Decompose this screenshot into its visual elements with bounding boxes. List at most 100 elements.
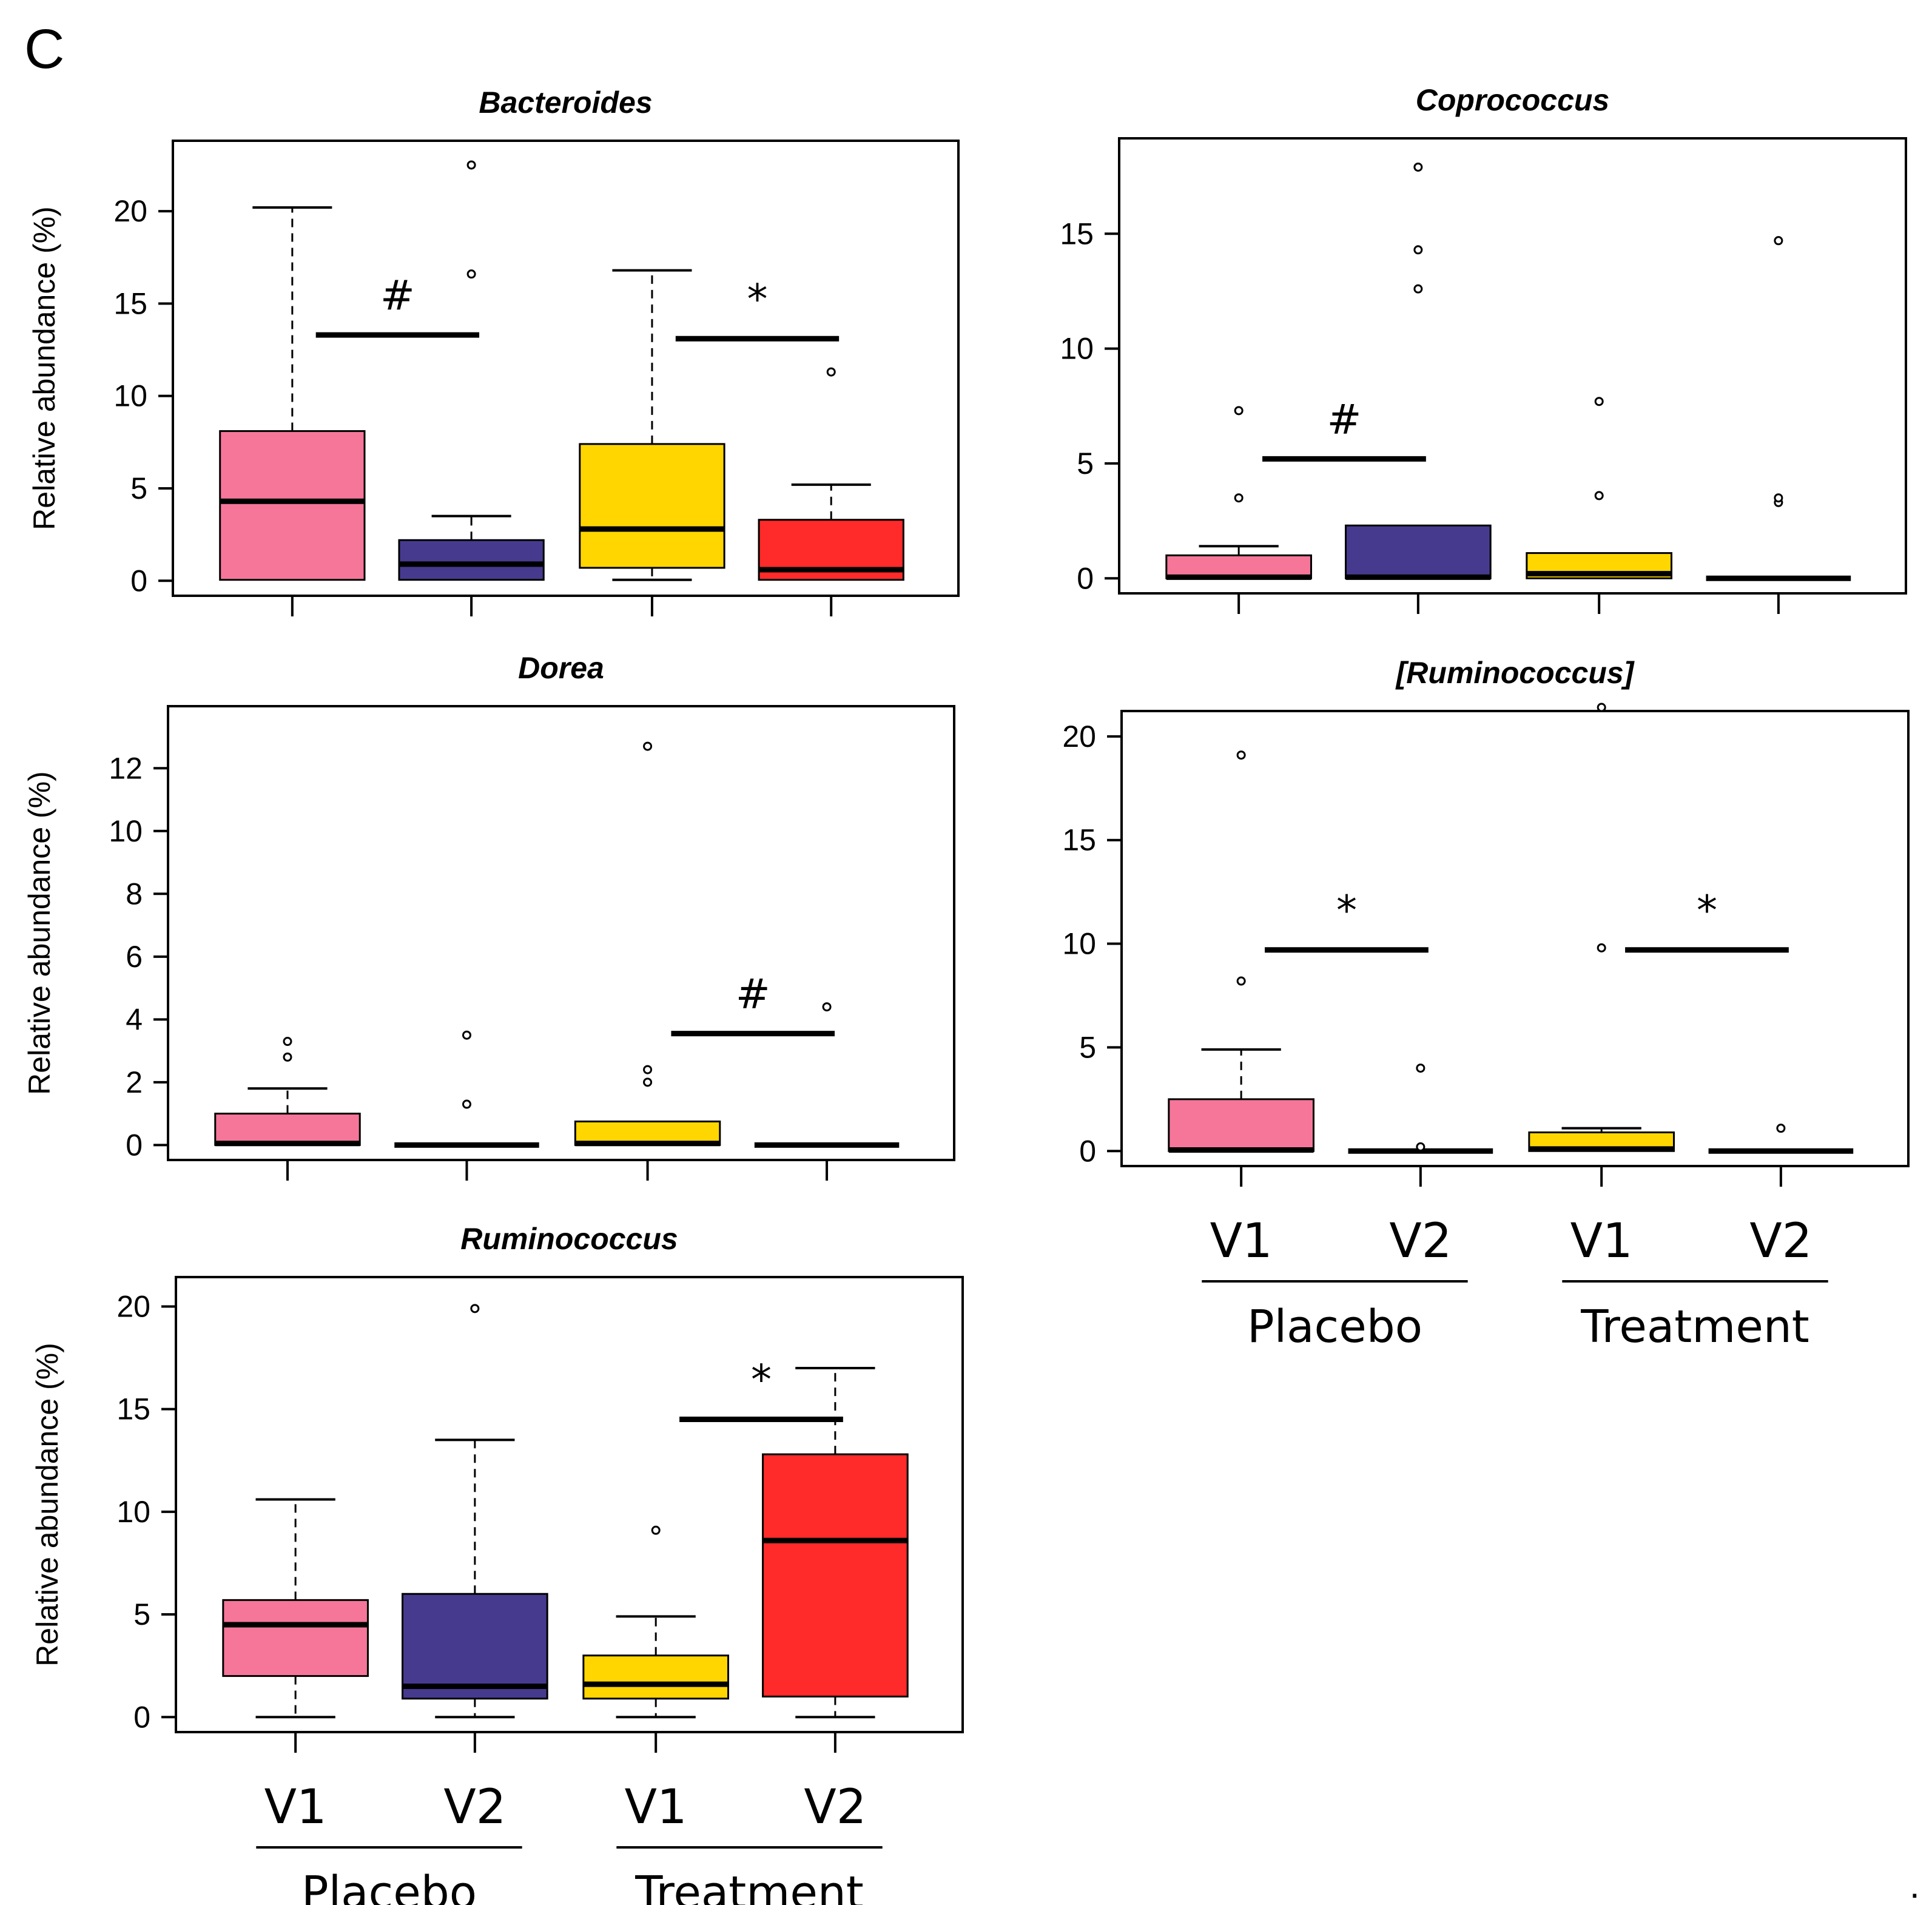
significance-symbol: #: [1327, 396, 1361, 443]
outlier-point: [822, 1002, 832, 1012]
outlier-point: [283, 1037, 292, 1047]
y-tick-label: 10: [1060, 332, 1094, 366]
y-tick-label: 5: [1079, 1030, 1096, 1064]
chart-title: [Ruminococcus]: [1395, 656, 1635, 690]
outlier-point: [1594, 491, 1604, 501]
outlier-point: [1416, 1064, 1425, 1073]
outlier-point: [1597, 703, 1606, 712]
box-body: [579, 443, 725, 569]
outlier-point: [643, 1077, 653, 1087]
outlier-point: [470, 1304, 480, 1313]
group-label: Treatment: [634, 1867, 864, 1905]
y-tick-label: 15: [116, 1392, 150, 1426]
box-v2-2: [402, 1304, 548, 1719]
y-tick-label: 6: [126, 940, 143, 974]
box-v1-3: [574, 741, 721, 1147]
y-tick-label: 10: [113, 379, 147, 413]
outlier-point: [1594, 397, 1604, 406]
significance-symbol: #: [380, 272, 415, 320]
y-tick-label: 15: [1060, 217, 1094, 251]
box-v1-3: [582, 1525, 729, 1719]
chart-title: Ruminococcus: [460, 1222, 678, 1256]
y-tick-label: 4: [126, 1002, 143, 1036]
box-v2-2: [398, 160, 545, 581]
group-label: Placebo: [1247, 1301, 1422, 1353]
box-v2-4: [1706, 236, 1851, 581]
panel-letter: C: [24, 18, 64, 80]
outlier-point: [1413, 284, 1423, 294]
outlier-point: [1234, 406, 1244, 416]
y-tick-label: 12: [109, 751, 143, 785]
y-tick-label: 0: [133, 1700, 150, 1734]
outlier-point: [1774, 236, 1783, 246]
box-v2-4: [762, 1366, 909, 1719]
box-v2-4: [758, 367, 904, 581]
box-v1-3: [1528, 703, 1675, 1152]
outlier-point: [1774, 493, 1783, 503]
group-label: Treatment: [1580, 1301, 1809, 1353]
box-body: [222, 1599, 369, 1677]
chart-panel-1: Bacteroides 0 5 10 15 20 Relative abundance (%…: [27, 86, 960, 616]
plot-frame: [172, 140, 960, 597]
y-tick-label: 5: [133, 1597, 150, 1631]
box-v2-4: [754, 1002, 900, 1148]
plot-frame: [1120, 710, 1910, 1167]
y-tick-label: 0: [126, 1128, 143, 1162]
outlier-point: [1416, 1142, 1425, 1151]
box-v1-1: [1168, 750, 1314, 1153]
box-body: [219, 430, 366, 581]
outlier-point: [826, 367, 836, 377]
outlier-point: [466, 269, 476, 279]
box-v2-2: [1348, 1064, 1493, 1154]
y-tick-label: 0: [130, 564, 147, 598]
box-body: [1345, 524, 1492, 579]
outlier-point: [643, 1065, 653, 1074]
plot-frame: [1118, 137, 1907, 595]
y-tick-label: 0: [1077, 561, 1094, 595]
x-category-label: V2: [1389, 1214, 1452, 1269]
y-tick-label: 2: [126, 1065, 143, 1099]
outlier-point: [1236, 750, 1246, 760]
significance-symbol: *: [751, 1357, 772, 1404]
x-category-label: V2: [443, 1780, 506, 1835]
plot-frame: [167, 705, 955, 1161]
box-v1-1: [219, 206, 366, 581]
y-tick-label: 0: [1079, 1134, 1096, 1168]
y-tick-label: 10: [1062, 927, 1096, 961]
significance-symbol: *: [1697, 887, 1717, 935]
y-tick-label: 5: [1077, 447, 1094, 480]
y-axis-label: Relative abundance (%): [22, 771, 56, 1095]
plot-frame: [175, 1276, 964, 1733]
chart-panel-4: [Ruminococcus] 0 5 10 15 20 * * V1 V2 V1 V2 Placebo T…: [1062, 656, 1910, 1353]
outlier-point: [466, 160, 476, 170]
x-category-label: V2: [1749, 1214, 1812, 1269]
chart-panel-5: Ruminococcus 0 5 10 15 20 Relative abundance (…: [30, 1222, 964, 1905]
y-tick-label: 20: [1062, 720, 1096, 754]
box-v1-1: [1165, 406, 1312, 580]
box-v2-4: [1708, 1124, 1854, 1154]
outlier-point: [462, 1030, 471, 1040]
box-body: [402, 1593, 548, 1700]
box-v1-1: [222, 1498, 369, 1719]
outlier-point: [643, 741, 653, 751]
box-body: [762, 1453, 909, 1698]
outlier-point: [1776, 1124, 1786, 1133]
chart-title: Bacteroides: [479, 86, 652, 120]
y-tick-label: 10: [116, 1495, 150, 1529]
y-tick-label: 5: [130, 471, 147, 505]
box-body: [1168, 1098, 1314, 1152]
y-axis-label: Relative abundance (%): [30, 1343, 64, 1667]
y-tick-label: 15: [1062, 823, 1096, 857]
group-label: Placebo: [301, 1867, 477, 1905]
outlier-point: [1413, 245, 1423, 255]
outlier-point: [462, 1099, 471, 1109]
x-category-label: V2: [804, 1780, 866, 1835]
outlier-point: [651, 1525, 661, 1535]
outlier-point: [283, 1052, 292, 1062]
box-body: [398, 539, 545, 581]
x-category-label: V1: [1570, 1214, 1633, 1269]
outlier-point: [1413, 162, 1423, 172]
y-tick-label: 10: [109, 814, 143, 848]
